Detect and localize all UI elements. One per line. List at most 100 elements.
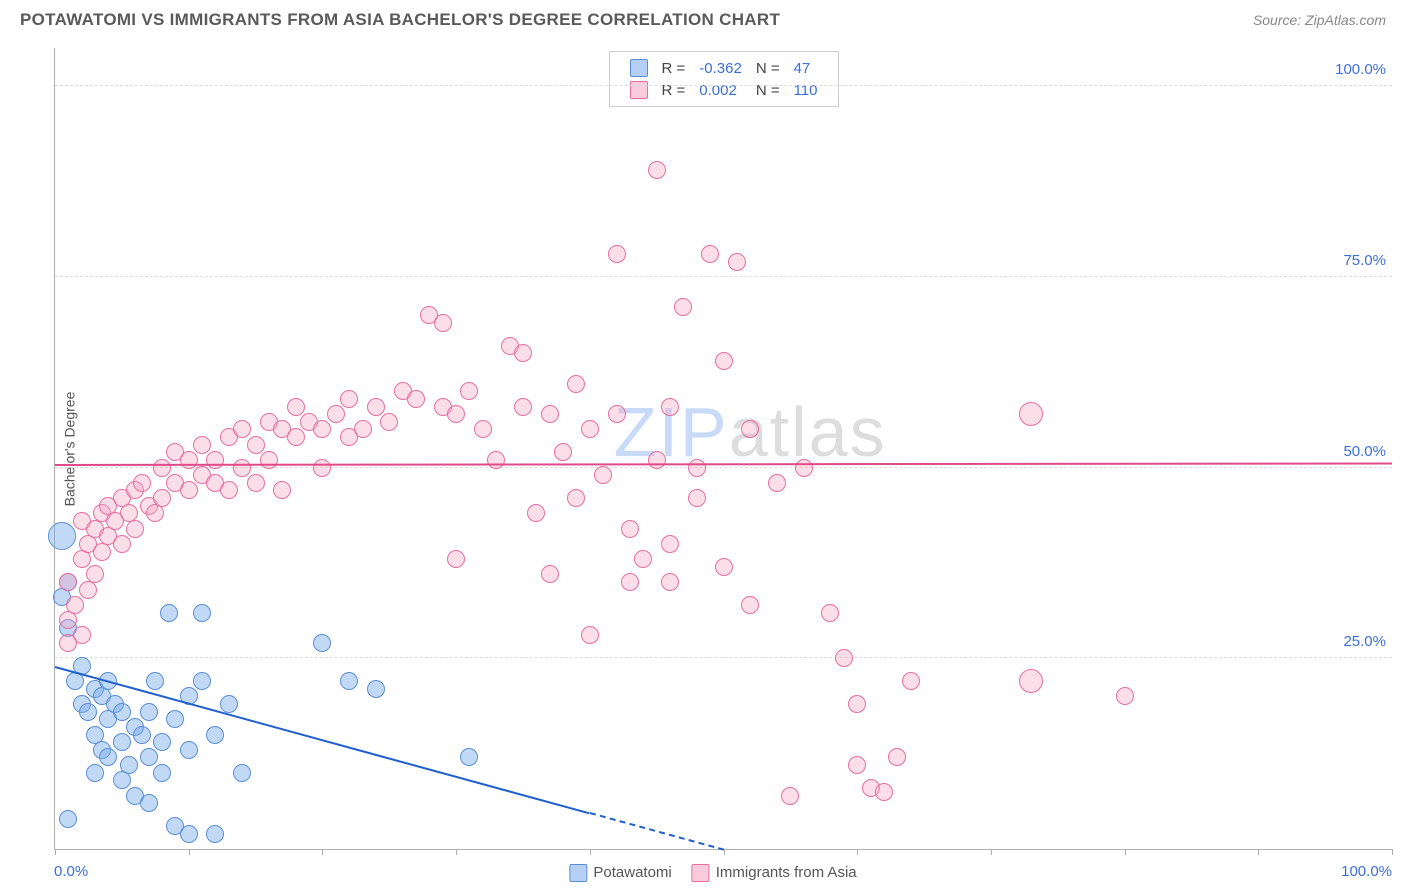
- data-point: [661, 535, 679, 553]
- series-legend: Potawatomi Immigrants from Asia: [549, 864, 856, 882]
- data-point: [66, 596, 84, 614]
- data-point: [313, 634, 331, 652]
- data-point: [514, 344, 532, 362]
- trend-line-dashed: [590, 812, 724, 851]
- data-point: [120, 756, 138, 774]
- data-point: [86, 764, 104, 782]
- data-point: [133, 726, 151, 744]
- legend-series-label: Immigrants from Asia: [716, 864, 857, 881]
- data-point: [608, 245, 626, 263]
- data-point: [407, 390, 425, 408]
- data-point: [674, 298, 692, 316]
- data-point: [146, 672, 164, 690]
- gridline: [55, 85, 1392, 86]
- data-point: [153, 489, 171, 507]
- data-point: [180, 825, 198, 843]
- data-point: [567, 489, 585, 507]
- data-point: [193, 604, 211, 622]
- data-point: [875, 783, 893, 801]
- data-point: [728, 253, 746, 271]
- trend-line: [55, 462, 1392, 466]
- x-tick: [456, 849, 457, 855]
- data-point: [367, 680, 385, 698]
- data-point: [541, 405, 559, 423]
- legend-r-label: R =: [656, 58, 692, 78]
- data-point: [340, 390, 358, 408]
- legend-n-value: 110: [788, 80, 824, 100]
- data-point: [768, 474, 786, 492]
- legend-series-label: Potawatomi: [593, 864, 671, 881]
- x-axis-max-label: 100.0%: [1341, 863, 1392, 880]
- legend-n-label: N =: [750, 80, 786, 100]
- data-point: [781, 787, 799, 805]
- data-point: [73, 512, 91, 530]
- data-point: [79, 703, 97, 721]
- data-point: [206, 451, 224, 469]
- data-point: [460, 748, 478, 766]
- data-point: [160, 604, 178, 622]
- data-point: [113, 703, 131, 721]
- data-point: [140, 703, 158, 721]
- data-point: [741, 596, 759, 614]
- data-point: [581, 626, 599, 644]
- data-point: [541, 565, 559, 583]
- data-point: [527, 504, 545, 522]
- data-point: [287, 398, 305, 416]
- x-tick: [724, 849, 725, 855]
- data-point: [153, 733, 171, 751]
- data-point: [140, 794, 158, 812]
- data-point: [661, 398, 679, 416]
- data-point: [888, 748, 906, 766]
- data-point: [567, 375, 585, 393]
- title-bar: POTAWATOMI VS IMMIGRANTS FROM ASIA BACHE…: [0, 0, 1406, 36]
- data-point: [715, 558, 733, 576]
- data-point: [795, 459, 813, 477]
- data-point: [340, 672, 358, 690]
- gridline: [55, 276, 1392, 277]
- chart-area: Bachelor's Degree ZIPatlas R =-0.362N =4…: [40, 48, 1392, 850]
- data-point: [220, 695, 238, 713]
- data-point: [99, 748, 117, 766]
- data-point: [113, 733, 131, 751]
- data-point: [133, 474, 151, 492]
- data-point: [554, 443, 572, 461]
- data-point: [1019, 402, 1043, 426]
- legend-r-value: -0.362: [693, 58, 748, 78]
- data-point: [220, 481, 238, 499]
- data-point: [313, 420, 331, 438]
- data-point: [86, 565, 104, 583]
- data-point: [661, 573, 679, 591]
- legend-row: R =-0.362N =47: [624, 58, 824, 78]
- plot-region: ZIPatlas R =-0.362N =47R =0.002N =110 25…: [54, 48, 1392, 850]
- x-tick: [1392, 849, 1393, 855]
- data-point: [59, 634, 77, 652]
- source-label: Source: ZipAtlas.com: [1253, 12, 1386, 28]
- legend-n-label: N =: [750, 58, 786, 78]
- legend-r-value: 0.002: [693, 80, 748, 100]
- y-tick-label: 25.0%: [1343, 633, 1386, 650]
- data-point: [153, 764, 171, 782]
- data-point: [193, 672, 211, 690]
- data-point: [648, 161, 666, 179]
- x-tick: [322, 849, 323, 855]
- data-point: [648, 451, 666, 469]
- data-point: [634, 550, 652, 568]
- gridline: [55, 657, 1392, 658]
- data-point: [273, 481, 291, 499]
- data-point: [487, 451, 505, 469]
- data-point: [848, 695, 866, 713]
- data-point: [474, 420, 492, 438]
- data-point: [233, 420, 251, 438]
- data-point: [247, 436, 265, 454]
- y-tick-label: 100.0%: [1335, 61, 1386, 78]
- x-axis-min-label: 0.0%: [54, 863, 88, 880]
- data-point: [313, 459, 331, 477]
- data-point: [327, 405, 345, 423]
- data-point: [59, 810, 77, 828]
- data-point: [1116, 687, 1134, 705]
- legend-swatch: [569, 864, 587, 882]
- legend-swatch: [630, 81, 648, 99]
- data-point: [59, 573, 77, 591]
- data-point: [460, 382, 478, 400]
- data-point: [447, 405, 465, 423]
